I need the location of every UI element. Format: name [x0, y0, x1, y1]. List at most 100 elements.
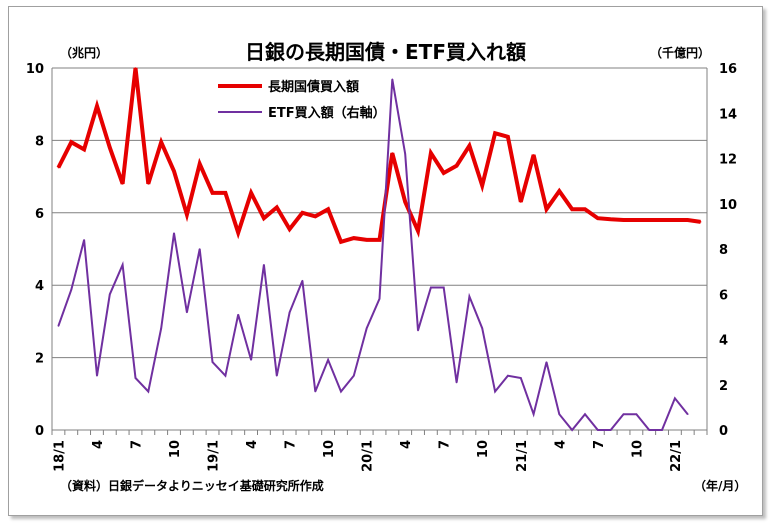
- data-point-etf: [635, 413, 638, 415]
- data-point-jgb: [134, 67, 137, 69]
- data-point-jgb: [147, 183, 150, 185]
- x-tick-label: 7: [129, 440, 144, 449]
- data-point-jgb: [622, 219, 625, 221]
- x-tick-label: 20/1: [361, 440, 376, 472]
- series-line-etf: [57, 79, 689, 432]
- x-tick-label: 10: [322, 440, 337, 458]
- data-point-jgb: [365, 239, 368, 241]
- data-point-jgb: [121, 183, 124, 185]
- data-point-etf: [597, 429, 599, 431]
- chart-title: 日銀の長期国債・ETF買入れ額: [245, 40, 526, 64]
- legend-label: 長期国債買入額: [268, 79, 359, 95]
- data-point-etf: [494, 390, 496, 393]
- data-point-etf: [314, 390, 317, 393]
- data-point-jgb: [263, 217, 265, 220]
- data-point-etf: [327, 359, 329, 361]
- data-point-etf: [186, 311, 188, 314]
- data-point-jgb: [83, 148, 85, 151]
- data-point-etf: [378, 297, 381, 300]
- data-point-jgb: [224, 192, 227, 194]
- data-point-etf: [571, 429, 573, 431]
- right-tick-label: 10: [719, 198, 737, 213]
- data-point-jgb: [519, 201, 522, 203]
- data-point-jgb: [442, 172, 445, 174]
- x-tick-label: 4: [91, 440, 106, 449]
- right-tick-label: 0: [719, 424, 728, 439]
- x-tick-label: 7: [284, 440, 299, 449]
- right-tick-label: 2: [719, 379, 728, 394]
- data-point-etf: [263, 264, 265, 266]
- right-tick-label: 6: [719, 288, 728, 303]
- data-point-etf: [211, 361, 214, 363]
- data-point-etf: [237, 313, 240, 316]
- data-point-etf: [57, 325, 60, 327]
- data-point-etf: [609, 429, 612, 431]
- data-point-jgb: [507, 135, 509, 138]
- data-point-jgb: [661, 219, 663, 221]
- data-point-jgb: [699, 221, 702, 223]
- right-tick-label: 16: [719, 62, 737, 77]
- data-point-jgb: [468, 145, 471, 147]
- data-point-jgb: [160, 141, 162, 144]
- data-point-etf: [391, 78, 394, 81]
- left-tick-label: 4: [35, 279, 44, 294]
- data-point-jgb: [597, 217, 599, 220]
- data-point-jgb: [532, 154, 535, 156]
- data-point-etf: [173, 232, 175, 234]
- data-point-jgb: [494, 132, 496, 134]
- data-point-etf: [404, 153, 406, 155]
- data-point-jgb: [96, 105, 98, 107]
- right-axis-unit: （千億円）: [650, 46, 711, 60]
- data-point-jgb: [455, 164, 458, 167]
- data-point-jgb: [250, 192, 252, 194]
- data-point-etf: [108, 293, 111, 296]
- data-point-etf: [545, 361, 548, 363]
- data-point-etf: [648, 429, 651, 431]
- left-tick-label: 0: [35, 424, 44, 439]
- data-point-jgb: [674, 219, 676, 221]
- x-tick-label: 10: [630, 440, 645, 458]
- x-tick-label: 19/1: [207, 440, 222, 472]
- data-point-jgb: [173, 170, 175, 172]
- data-point-jgb: [314, 215, 317, 218]
- series-line-jgb: [56, 67, 701, 245]
- right-tick-label: 4: [719, 334, 728, 349]
- data-point-etf: [70, 288, 73, 291]
- data-point-jgb: [327, 208, 329, 210]
- source-note: （資料）日銀データよりニッセイ基礎研究所作成: [60, 479, 324, 493]
- data-point-jgb: [417, 230, 419, 232]
- data-point-etf: [134, 377, 137, 379]
- left-tick-label: 2: [35, 352, 44, 367]
- data-point-jgb: [404, 201, 406, 203]
- right-tick-label: 12: [719, 153, 737, 168]
- data-point-etf: [275, 374, 278, 377]
- data-point-etf: [147, 390, 150, 393]
- data-point-jgb: [609, 218, 612, 221]
- left-tick-label: 8: [35, 134, 44, 149]
- data-point-jgb: [430, 152, 432, 154]
- data-point-jgb: [481, 184, 484, 187]
- data-point-jgb: [635, 219, 638, 221]
- right-tick-label: 8: [719, 243, 728, 258]
- data-point-etf: [121, 264, 124, 266]
- data-point-jgb: [237, 231, 240, 234]
- data-point-etf: [430, 286, 432, 289]
- data-point-jgb: [186, 213, 188, 216]
- data-point-etf: [198, 248, 201, 250]
- data-point-jgb: [198, 163, 201, 165]
- x-tick-label: 7: [438, 440, 453, 449]
- data-point-etf: [674, 397, 676, 400]
- x-tick-label: 10: [476, 440, 491, 458]
- data-point-etf: [622, 413, 625, 415]
- data-point-etf: [532, 413, 535, 415]
- data-point-etf: [442, 286, 445, 289]
- x-tick-label: 7: [592, 440, 607, 449]
- data-point-etf: [160, 327, 162, 329]
- data-point-etf: [301, 279, 304, 282]
- data-point-etf: [584, 413, 586, 415]
- data-point-jgb: [57, 166, 60, 169]
- data-point-jgb: [545, 208, 548, 210]
- data-point-jgb: [340, 240, 342, 243]
- data-point-etf: [455, 381, 458, 384]
- data-point-etf: [686, 413, 689, 415]
